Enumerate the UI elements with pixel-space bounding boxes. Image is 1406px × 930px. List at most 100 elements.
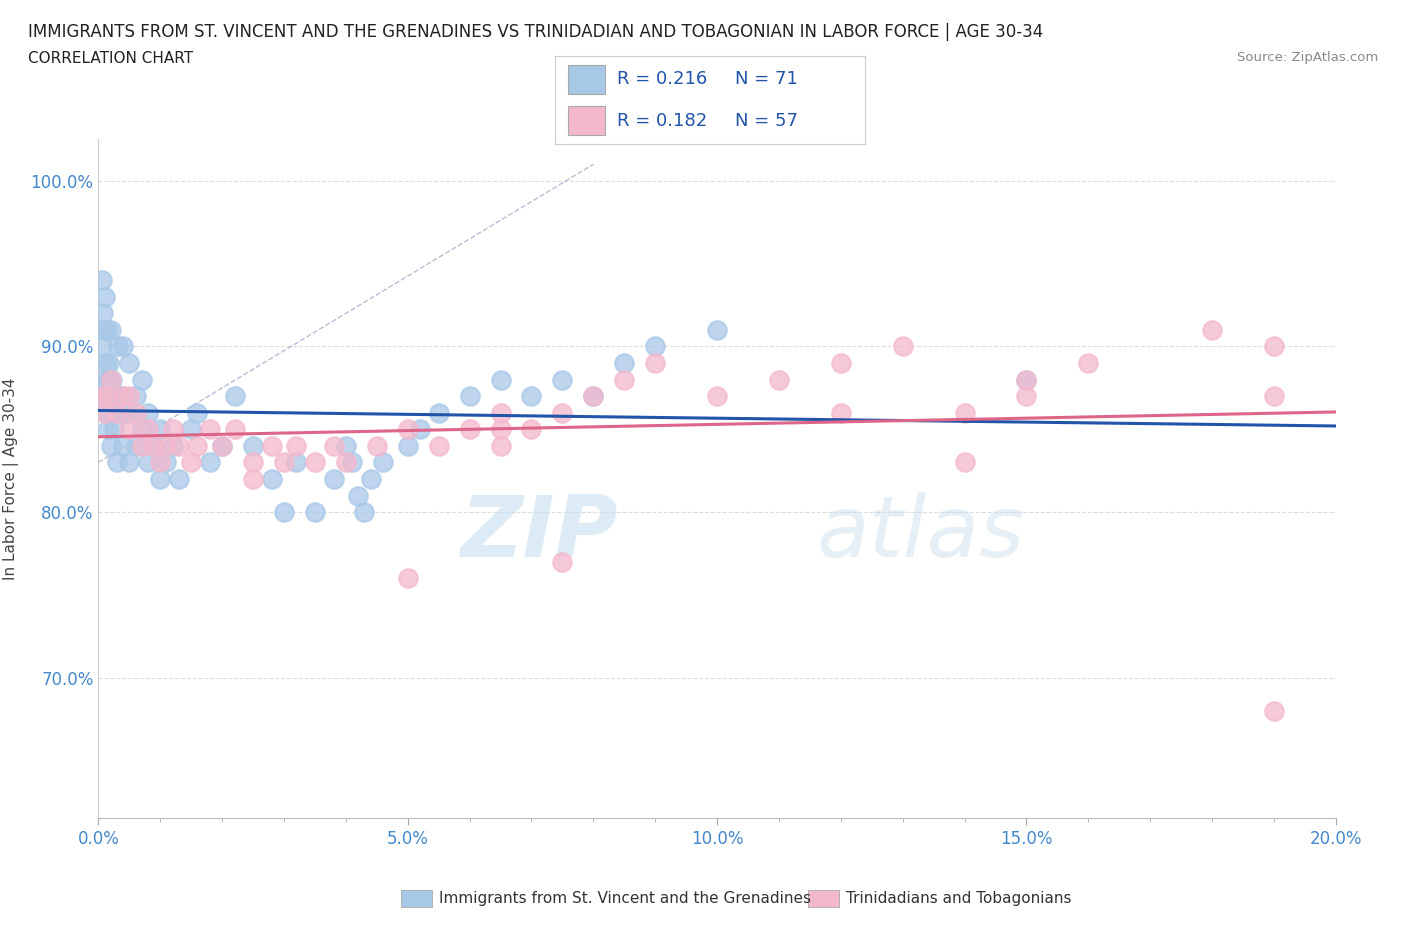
Point: [273, 505, 295, 520]
Point: [112, 438, 135, 453]
Point: [396, 571, 419, 586]
Point: [396, 438, 419, 453]
Point: [96, 405, 118, 420]
Point: [105, 389, 128, 404]
Text: atlas: atlas: [815, 492, 1024, 575]
Point: [118, 455, 141, 470]
Point: [489, 372, 512, 387]
Text: Trinidadians and Tobagonians: Trinidadians and Tobagonians: [846, 891, 1071, 906]
Point: [149, 472, 172, 486]
Point: [706, 389, 728, 404]
Bar: [568, 65, 605, 94]
Point: [167, 438, 190, 453]
Point: [891, 339, 914, 354]
Point: [427, 438, 450, 453]
Point: [335, 438, 357, 453]
Point: [520, 422, 543, 437]
Point: [98, 405, 121, 420]
Point: [91, 272, 114, 287]
Point: [90, 339, 112, 354]
Text: R = 0.182: R = 0.182: [617, 112, 707, 130]
Point: [396, 422, 419, 437]
Point: [551, 372, 574, 387]
Point: [149, 455, 172, 470]
Point: [242, 438, 264, 453]
Point: [768, 372, 790, 387]
Point: [93, 405, 115, 420]
Point: [136, 455, 159, 470]
Point: [360, 472, 382, 486]
Point: [953, 455, 976, 470]
Point: [366, 438, 388, 453]
Point: [112, 339, 135, 354]
Point: [100, 323, 122, 338]
Point: [136, 422, 159, 437]
Point: [118, 405, 141, 420]
Point: [830, 405, 852, 420]
Point: [131, 438, 153, 453]
Text: Immigrants from St. Vincent and the Grenadines: Immigrants from St. Vincent and the Gren…: [439, 891, 811, 906]
Point: [211, 438, 233, 453]
Point: [353, 505, 375, 520]
Point: [582, 389, 605, 404]
Point: [260, 472, 283, 486]
Point: [322, 472, 344, 486]
Point: [131, 422, 153, 437]
Point: [1015, 372, 1038, 387]
Y-axis label: In Labor Force | Age 30-34: In Labor Force | Age 30-34: [3, 378, 20, 580]
Point: [427, 405, 450, 420]
Text: IMMIGRANTS FROM ST. VINCENT AND THE GRENADINES VS TRINIDADIAN AND TOBAGONIAN IN : IMMIGRANTS FROM ST. VINCENT AND THE GREN…: [28, 23, 1043, 41]
Point: [409, 422, 432, 437]
Point: [118, 422, 141, 437]
Point: [322, 438, 344, 453]
Point: [706, 323, 728, 338]
Point: [1263, 339, 1285, 354]
Point: [96, 323, 118, 338]
Point: [93, 289, 115, 304]
Point: [285, 438, 308, 453]
Point: [100, 372, 122, 387]
Point: [489, 405, 512, 420]
Point: [155, 455, 177, 470]
Point: [149, 422, 172, 437]
Point: [100, 438, 122, 453]
Point: [136, 405, 159, 420]
Text: CORRELATION CHART: CORRELATION CHART: [28, 51, 193, 66]
Point: [242, 472, 264, 486]
Point: [93, 372, 115, 387]
Point: [644, 339, 666, 354]
Point: [613, 372, 636, 387]
Point: [260, 438, 283, 453]
Point: [1263, 389, 1285, 404]
Point: [198, 455, 221, 470]
Point: [371, 455, 394, 470]
Point: [1077, 355, 1099, 370]
Point: [124, 389, 146, 404]
Point: [112, 389, 135, 404]
Point: [180, 422, 202, 437]
Point: [101, 372, 124, 387]
Point: [118, 389, 141, 404]
Point: [112, 405, 135, 420]
Point: [551, 554, 574, 569]
Point: [155, 438, 177, 453]
Point: [1201, 323, 1223, 338]
Point: [340, 455, 363, 470]
Point: [112, 389, 135, 404]
Point: [91, 306, 114, 321]
Point: [489, 438, 512, 453]
Point: [198, 422, 221, 437]
Point: [224, 389, 246, 404]
Point: [100, 389, 122, 404]
Point: [285, 455, 308, 470]
Point: [335, 455, 357, 470]
Point: [93, 389, 115, 404]
Point: [105, 455, 128, 470]
Point: [582, 389, 605, 404]
Point: [644, 355, 666, 370]
Bar: [568, 106, 605, 136]
Point: [830, 355, 852, 370]
Point: [124, 405, 146, 420]
Point: [489, 422, 512, 437]
Point: [1263, 703, 1285, 718]
